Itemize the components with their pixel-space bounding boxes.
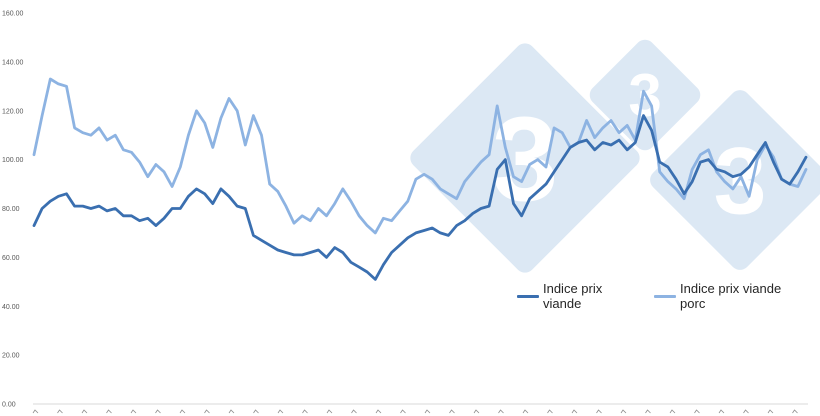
legend-swatch-light-blue-icon: [654, 294, 677, 298]
x-tick-label-truncated: [718, 409, 725, 414]
legend-label-viande: Indice prix viande: [542, 281, 603, 311]
x-tick-label-truncated: [106, 409, 112, 414]
x-tick-label-truncated: [130, 409, 137, 414]
y-tick-label: 100.00: [2, 157, 24, 164]
series-line: [32, 77, 808, 235]
x-tick-label-truncated: [669, 409, 676, 414]
y-tick-label: 20.00: [2, 353, 20, 360]
x-tick-label-truncated: [473, 409, 480, 414]
x-tick-label-truncated: [179, 409, 186, 414]
x-tick-label-truncated: [253, 409, 259, 414]
x-tick-label-truncated: [767, 409, 774, 414]
x-tick-label-truncated: [620, 409, 627, 414]
legend-swatch-dark-blue-icon: [517, 294, 539, 298]
x-tick-label-truncated: [277, 409, 284, 414]
x-tick-label-truncated: [302, 409, 308, 414]
series-lines: [32, 77, 808, 281]
series-line: [32, 114, 808, 281]
y-tick-label: 60.00: [2, 255, 20, 262]
y-tick-label: 0.00: [2, 402, 16, 409]
x-tick-label-truncated: [792, 409, 798, 414]
watermark-glyph: 3: [714, 128, 767, 234]
y-axis: 0.00 20.00 40.00 60.00 80.00 100.00 120.00 140.…: [2, 11, 24, 409]
x-tick-label-truncated: [204, 409, 210, 414]
x-tick-label-truncated: [351, 409, 357, 414]
x-tick-label-truncated: [81, 409, 88, 414]
watermark-diamond-shape: [410, 43, 640, 273]
y-tick-label: 120.00: [2, 108, 24, 115]
x-tick-label-truncated: [155, 409, 161, 414]
x-tick-label-truncated: [498, 409, 504, 414]
x-tick-label-truncated: [449, 409, 455, 414]
x-tick-label-truncated: [522, 409, 529, 414]
y-tick-label: 160.00: [2, 11, 24, 18]
legend-label-viande-porc: Indice prix viande porc: [680, 281, 782, 311]
x-tick-label-truncated: [743, 409, 749, 414]
y-tick-label: 140.00: [2, 59, 24, 66]
x-tick-label-truncated: [424, 409, 431, 414]
x-tick-label-truncated: [571, 409, 578, 414]
chart-legend: Indice prix viande Indice prix viande po…: [517, 281, 820, 311]
x-tick-label-truncated: [596, 409, 602, 414]
watermark-logo: 3 33: [410, 39, 820, 273]
x-tick-label-truncated: [547, 409, 553, 414]
x-tick-label-truncated: [375, 409, 382, 414]
x-tick-label-truncated: [228, 409, 235, 414]
x-tick-label-truncated: [400, 409, 406, 414]
y-tick-label: 80.00: [2, 206, 20, 213]
x-tick-label-truncated: [32, 409, 39, 414]
x-tick-label-truncated: [326, 409, 333, 414]
x-tick-label-truncated: [645, 409, 651, 414]
legend-item-viande-porc: Indice prix viande porc: [654, 281, 810, 311]
y-tick-label: 40.00: [2, 304, 20, 311]
x-tick-label-truncated: [57, 409, 63, 414]
x-tick-label-truncated: [694, 409, 700, 414]
x-axis-tick-labels: [32, 409, 798, 414]
legend-item-viande: Indice prix viande: [517, 281, 644, 311]
